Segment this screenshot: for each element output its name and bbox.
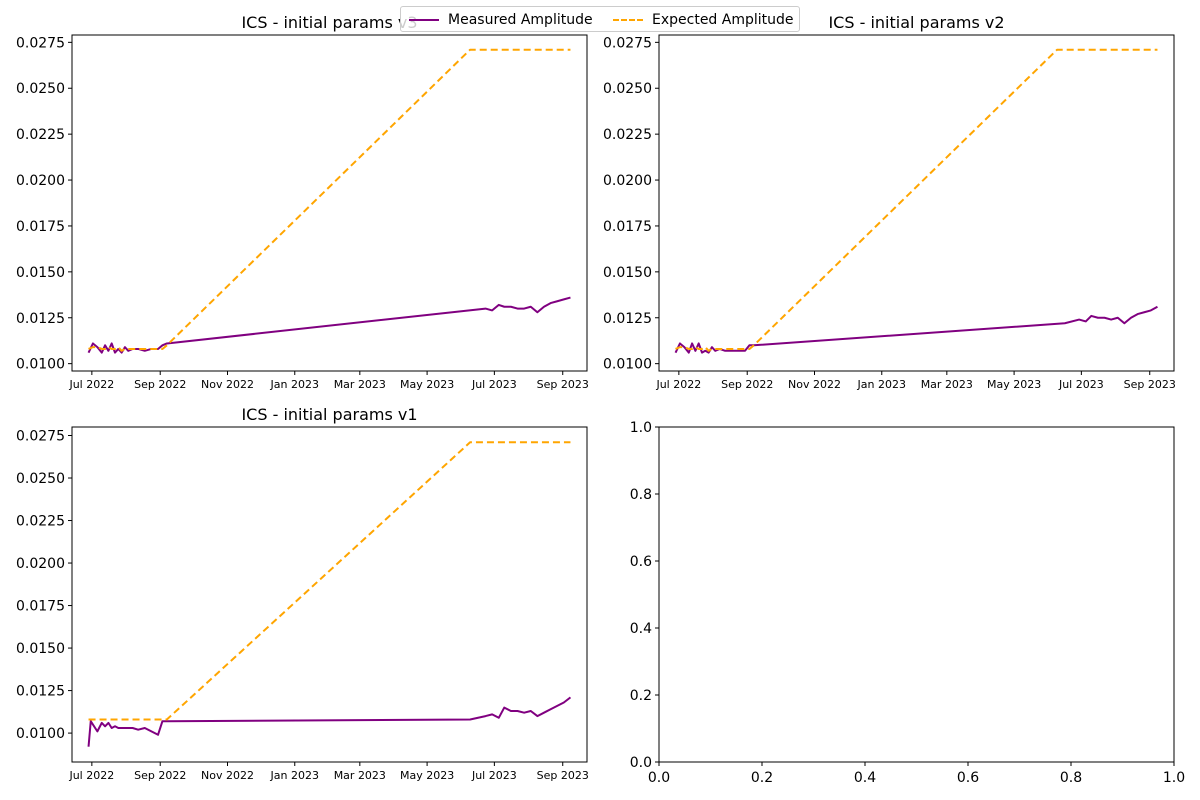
legend-label-expected: Expected Amplitude — [652, 12, 794, 28]
subplot-v3: Jul 2022 Sep 2022 Nov 2022 Jan 2023 Mar 2023… — [16, 13, 589, 391]
y-tick-label: 0.0200 — [16, 556, 65, 572]
y-tick-label: 0.0150 — [603, 265, 652, 281]
y-tick-label: 0.0225 — [16, 127, 65, 143]
y-tick-label: 0.4 — [630, 621, 652, 637]
y-tick-label: 0.0200 — [603, 173, 652, 189]
measured-amplitude-line — [87, 696, 572, 747]
y-tick-label: 0.0250 — [16, 471, 65, 487]
x-tick-label: 1.0 — [1163, 770, 1185, 786]
legend-item-expected: Expected Amplitude — [613, 10, 794, 30]
legend-swatch-measured — [409, 19, 439, 21]
axes-frame — [658, 426, 1175, 763]
y-tick-label: 0.0 — [630, 755, 652, 771]
x-tick-label: Nov 2022 — [788, 378, 841, 391]
legend-item-measured: Measured Amplitude — [409, 10, 593, 30]
x-tick-label: Nov 2022 — [201, 769, 254, 782]
y-tick-label: 0.2 — [630, 688, 652, 704]
y-tick-label: 0.0100 — [16, 357, 65, 373]
axes-frame — [71, 34, 588, 372]
x-tick-label: Jan 2023 — [270, 378, 319, 391]
y-tick-label: 0.0175 — [16, 599, 65, 615]
x-tick-label: Mar 2023 — [921, 378, 973, 391]
axes-frame — [658, 34, 1175, 372]
x-tick-label: Jul 2022 — [655, 378, 701, 391]
y-tick-label: 0.0275 — [16, 429, 65, 445]
y-tick-label: 0.0100 — [16, 726, 65, 742]
subplot-v2: Jul 2022 Sep 2022 Nov 2022 Jan 2023 Mar 2023… — [603, 13, 1176, 391]
y-tick-label: 0.0125 — [16, 684, 65, 700]
y-tick-label: 0.6 — [630, 554, 652, 570]
expected-amplitude-line — [675, 48, 1158, 352]
x-tick-label: 0.2 — [751, 770, 773, 786]
y-tick-label: 0.0100 — [603, 357, 652, 373]
expected-amplitude-line — [88, 48, 571, 352]
legend-swatch-expected — [613, 19, 643, 21]
subplot-title: ICS - initial params v1 — [241, 405, 417, 424]
y-tick-label: 0.0175 — [16, 219, 65, 235]
y-tick-label: 0.0125 — [603, 311, 652, 327]
x-tick-label: Jul 2022 — [68, 769, 114, 782]
y-tick-label: 0.0125 — [16, 311, 65, 327]
x-tick-label: Sep 2022 — [721, 378, 773, 391]
x-tick-label: 0.8 — [1060, 770, 1082, 786]
y-tick-label: 0.0200 — [16, 173, 65, 189]
x-tick-label: 0.0 — [648, 770, 670, 786]
subplot-empty: 0.0 0.2 0.4 0.6 0.8 1.0 0.0 0.2 0.4 0.6 0.8 1.0 — [630, 420, 1185, 786]
measured-amplitude-line — [674, 305, 1158, 354]
x-tick-label: May 2023 — [400, 378, 454, 391]
x-tick-label: 0.6 — [957, 770, 979, 786]
y-tick-label: 1.0 — [630, 420, 652, 436]
x-tick-label: Jul 2023 — [471, 769, 517, 782]
legend-label-measured: Measured Amplitude — [448, 12, 593, 28]
x-tick-label: Sep 2022 — [134, 378, 186, 391]
x-tick-label: Sep 2023 — [1124, 378, 1176, 391]
y-tick-label: 0.0175 — [603, 219, 652, 235]
y-tick-label: 0.8 — [630, 487, 652, 503]
x-tick-label: Mar 2023 — [334, 769, 386, 782]
x-tick-label: Jul 2023 — [1058, 378, 1104, 391]
subplot-v1: Jul 2022 Sep 2022 Nov 2022 Jan 2023 Mar 2023… — [16, 405, 589, 782]
subplot-title: ICS - initial params v3 — [241, 13, 417, 32]
y-tick-label: 0.0150 — [16, 641, 65, 657]
x-tick-label: Jan 2023 — [270, 769, 319, 782]
x-tick-label: May 2023 — [987, 378, 1041, 391]
y-tick-label: 0.0250 — [603, 81, 652, 97]
y-tick-label: 0.0250 — [16, 81, 65, 97]
x-tick-label: Jul 2022 — [68, 378, 114, 391]
x-tick-label: May 2023 — [400, 769, 454, 782]
y-tick-label: 0.0275 — [603, 35, 652, 51]
measured-amplitude-line — [87, 296, 571, 354]
x-tick-label: Nov 2022 — [201, 378, 254, 391]
expected-amplitude-line — [88, 441, 571, 721]
x-tick-label: 0.4 — [854, 770, 876, 786]
y-tick-label: 0.0225 — [603, 127, 652, 143]
subplot-title: ICS - initial params v2 — [828, 13, 1004, 32]
x-tick-label: Sep 2022 — [134, 769, 186, 782]
y-tick-label: 0.0150 — [16, 265, 65, 281]
x-tick-label: Mar 2023 — [334, 378, 386, 391]
x-tick-label: Jul 2023 — [471, 378, 517, 391]
x-tick-label: Jan 2023 — [857, 378, 906, 391]
x-tick-label: Sep 2023 — [537, 378, 589, 391]
axes-frame — [71, 426, 588, 763]
x-tick-label: Sep 2023 — [537, 769, 589, 782]
y-tick-label: 0.0275 — [16, 35, 65, 51]
y-tick-label: 0.0225 — [16, 514, 65, 530]
legend: Measured Amplitude Expected Amplitude — [400, 6, 800, 32]
